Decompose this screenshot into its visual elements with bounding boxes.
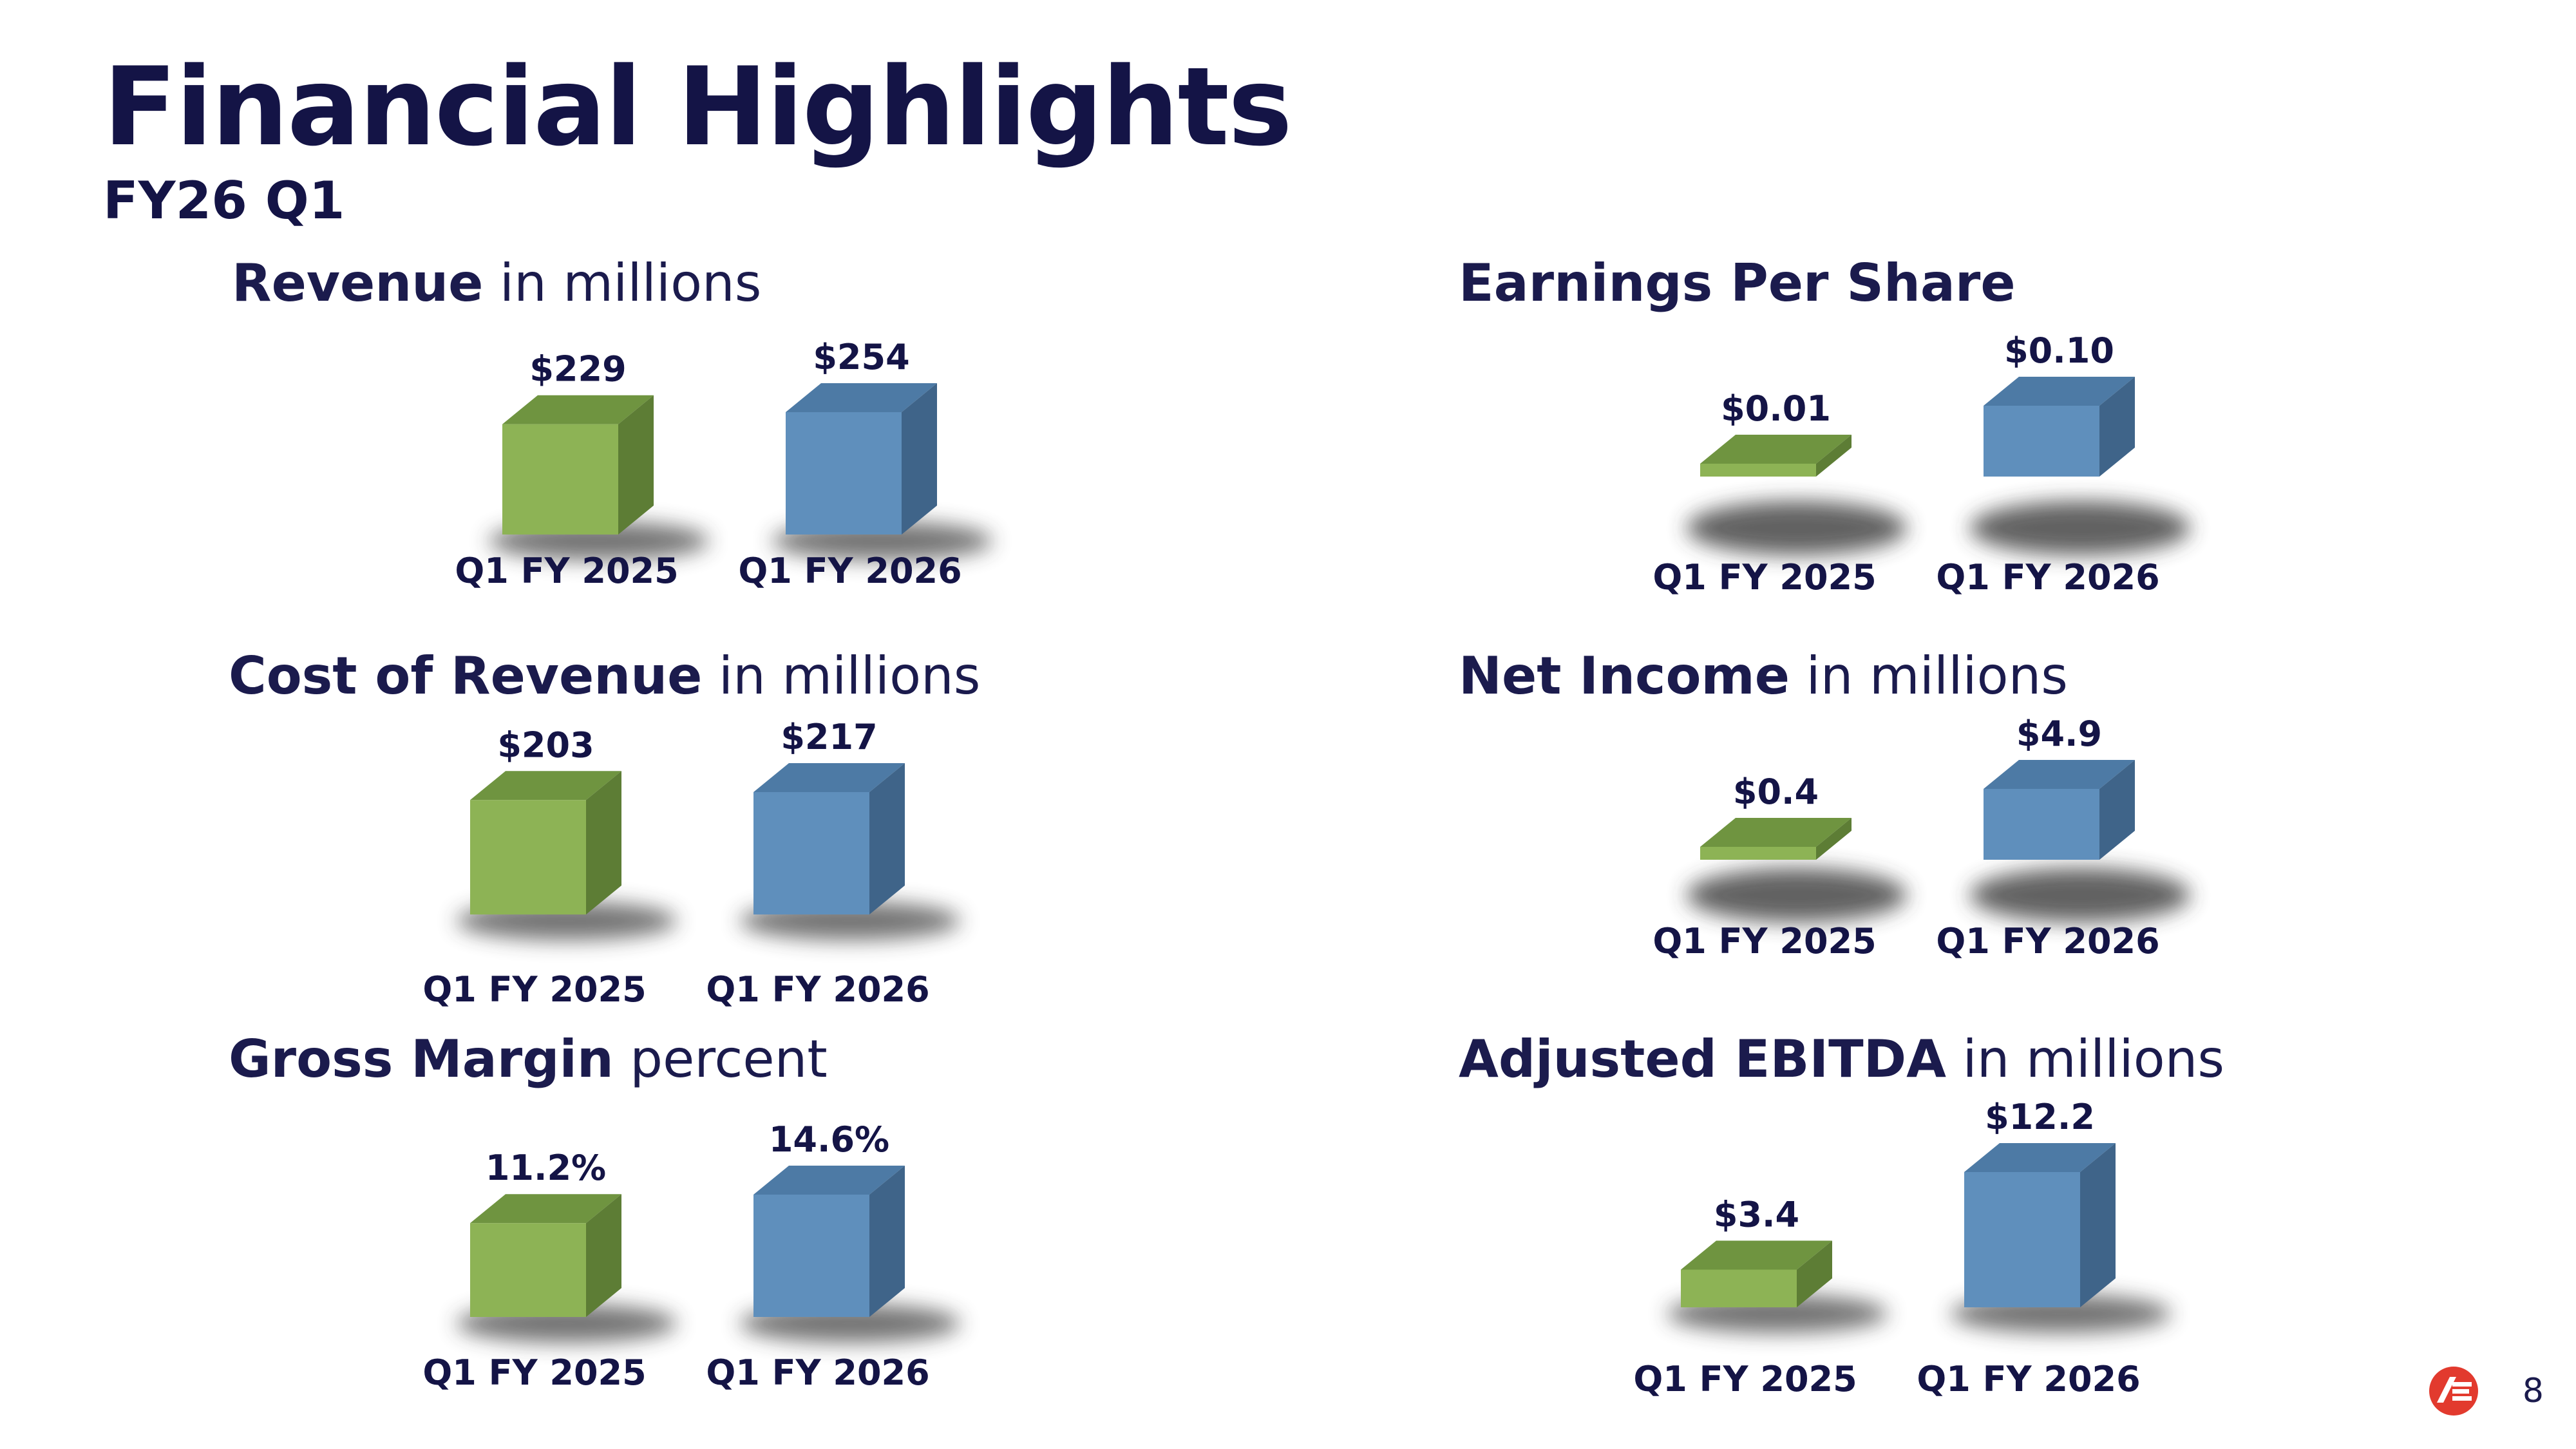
net-income-bar-side	[1816, 818, 1852, 860]
eps-heading: Earnings Per Share	[1459, 258, 2016, 309]
cost-of-revenue-bar-side	[586, 771, 621, 914]
cost-of-revenue-heading-bold: Cost of Revenue	[229, 646, 703, 706]
revenue-heading-unit: in millions	[483, 253, 762, 313]
adjusted-ebitda-bar	[1964, 1172, 2080, 1307]
cost-of-revenue-bar	[470, 800, 586, 914]
net-income-bar-top	[1984, 760, 2135, 789]
cost-of-revenue-value-label: $217	[781, 717, 877, 757]
eps-value-label: $0.10	[2004, 330, 2114, 371]
net-income-bar	[1984, 789, 2099, 860]
eps-bar-side	[2099, 377, 2135, 477]
cost-of-revenue-bar-top	[753, 763, 905, 792]
revenue-bar	[502, 424, 618, 535]
gross-margin-value-label: 14.6%	[769, 1119, 889, 1160]
gross-margin-bar	[753, 1195, 869, 1317]
net-income-bar-side	[2099, 760, 2135, 860]
cost-of-revenue-bar-side	[869, 763, 905, 914]
adjusted-ebitda-category-label: Q1 FY 2025	[1633, 1359, 1857, 1399]
eps-heading-bold: Earnings Per Share	[1459, 253, 2016, 313]
revenue-value-label: $254	[813, 337, 909, 377]
net-income-heading: Net Income in millions	[1459, 650, 2068, 702]
gross-margin-chart: 11.2% Q1 FY 2025 14.6% Q1 FY 2026	[422, 1119, 960, 1393]
cost-of-revenue-value-label: $203	[497, 724, 594, 765]
revenue-chart: $229 Q1 FY 2025 $254 Q1 FY 2026	[455, 337, 992, 591]
net-income-heading-unit: in millions	[1790, 646, 2068, 706]
revenue-bar-side	[618, 395, 654, 535]
page-number: 8	[2522, 1372, 2544, 1410]
cost-of-revenue-bar-top	[470, 771, 621, 800]
revenue-heading-bold: Revenue	[232, 253, 484, 313]
eps-category-label: Q1 FY 2025	[1653, 557, 1876, 598]
adjusted-ebitda-heading-bold: Adjusted EBITDA	[1459, 1029, 1947, 1089]
net-income-bar-shadow	[1970, 868, 2190, 922]
cost-of-revenue-category-label: Q1 FY 2025	[422, 969, 646, 1010]
page-subtitle: FY26 Q1	[103, 171, 345, 231]
eps-bar-top	[1984, 377, 2135, 406]
net-income-bar-top	[1700, 818, 1852, 847]
adjusted-ebitda-chart: $3.4 Q1 FY 2025 $12.2 Q1 FY 2026	[1633, 1097, 2171, 1399]
adjusted-ebitda-bar-top	[1681, 1240, 1832, 1270]
net-income-value-label: $4.9	[2016, 714, 2102, 754]
gross-margin-bar	[470, 1223, 586, 1317]
eps-bar-shadow	[1970, 501, 2190, 555]
gross-margin-category-label: Q1 FY 2025	[422, 1352, 646, 1393]
adjusted-ebitda-value-label: $3.4	[1714, 1194, 1799, 1235]
cost-of-revenue-category-label: Q1 FY 2026	[706, 969, 929, 1010]
gross-margin-bar-top	[470, 1194, 621, 1224]
eps-category-label: Q1 FY 2026	[1936, 557, 2159, 598]
revenue-heading: Revenue in millions	[232, 258, 761, 309]
gross-margin-value-label: 11.2%	[486, 1148, 606, 1188]
cost-of-revenue-heading-unit: in millions	[702, 646, 981, 706]
eps-value-label: $0.01	[1721, 388, 1831, 429]
adjusted-ebitda-bar-top	[1964, 1143, 2116, 1172]
net-income-category-label: Q1 FY 2025	[1653, 921, 1876, 961]
revenue-bar-side	[902, 383, 937, 535]
gross-margin-bar-side	[586, 1194, 621, 1317]
eps-bar	[1700, 464, 1816, 477]
revenue-bar	[786, 412, 902, 535]
net-income-value-label: $0.4	[1733, 772, 1819, 812]
eps-bar	[1984, 406, 2099, 477]
adjusted-ebitda-bar	[1681, 1269, 1797, 1307]
gross-margin-heading: Gross Margin percent	[229, 1034, 828, 1085]
revenue-bar-top	[502, 395, 654, 424]
revenue-value-label: $229	[529, 349, 626, 390]
gross-margin-heading-unit: percent	[613, 1029, 828, 1089]
adjusted-ebitda-bar-side	[2080, 1143, 2116, 1307]
eps-bar-top	[1700, 435, 1852, 464]
adjusted-ebitda-bar-side	[1797, 1240, 1832, 1307]
eps-bar-shadow	[1687, 501, 1907, 555]
eps-bar-side	[1816, 435, 1852, 477]
page-title: Financial Highlights	[103, 44, 1293, 170]
cost-of-revenue-heading: Cost of Revenue in millions	[229, 650, 980, 702]
net-income-category-label: Q1 FY 2026	[1936, 921, 2159, 961]
gross-margin-heading-bold: Gross Margin	[229, 1029, 614, 1089]
adjusted-ebitda-value-label: $12.2	[1985, 1097, 2095, 1137]
cost-of-revenue-bar	[753, 792, 869, 914]
eps-chart: $0.01 Q1 FY 2025 $0.10 Q1 FY 2026	[1653, 330, 2190, 598]
adjusted-ebitda-heading: Adjusted EBITDA in millions	[1459, 1034, 2224, 1085]
company-logo-icon	[2429, 1367, 2478, 1416]
revenue-category-label: Q1 FY 2026	[738, 551, 961, 591]
revenue-category-label: Q1 FY 2025	[455, 551, 678, 591]
gross-margin-bar-side	[869, 1166, 905, 1317]
gross-margin-bar-top	[753, 1166, 905, 1195]
gross-margin-category-label: Q1 FY 2026	[706, 1352, 929, 1393]
adjusted-ebitda-heading-unit: in millions	[1946, 1029, 2225, 1089]
net-income-bar	[1700, 847, 1816, 860]
cost-of-revenue-chart: $203 Q1 FY 2025 $217 Q1 FY 2026	[422, 717, 960, 1010]
revenue-bar-top	[786, 383, 937, 412]
net-income-bar-shadow	[1687, 868, 1907, 922]
adjusted-ebitda-category-label: Q1 FY 2026	[1917, 1359, 2140, 1399]
net-income-heading-bold: Net Income	[1459, 646, 1790, 706]
net-income-chart: $0.4 Q1 FY 2025 $4.9 Q1 FY 2026	[1653, 714, 2190, 961]
